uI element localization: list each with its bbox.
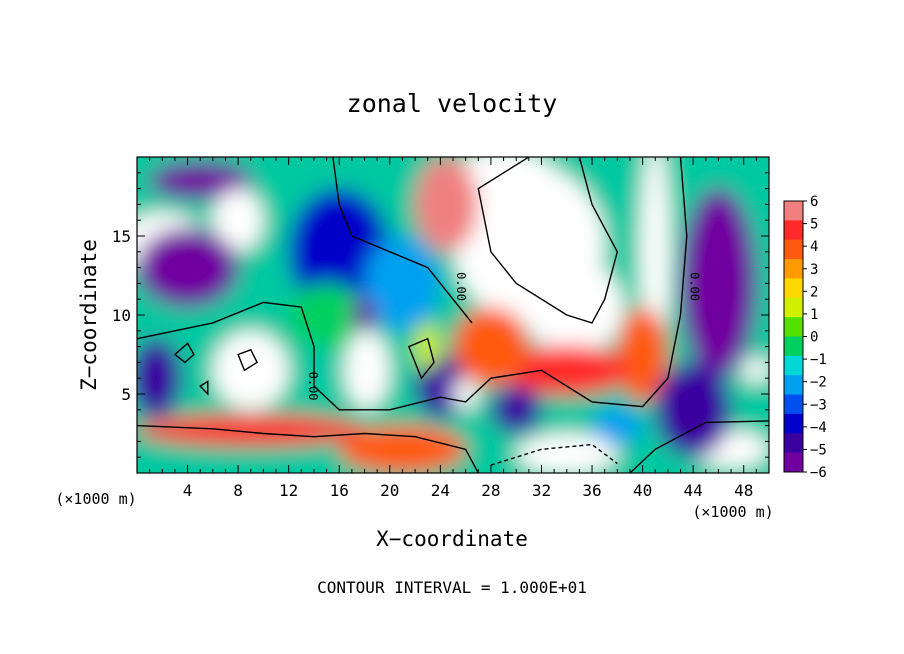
colorbar-tick-labels: 6 5 4 3 2 1 0 −1 −2 −3 −4 −5 −6 bbox=[810, 194, 827, 481]
velocity-cell-27 bbox=[288, 283, 365, 347]
x-axis-tick-labels: 4 8 12 16 20 24 28 32 36 40 44 48 bbox=[183, 481, 754, 500]
x-tick-label: 16 bbox=[330, 481, 349, 500]
colorbar-tick-label: −3 bbox=[810, 397, 827, 413]
colorbar-tick-label: 0 bbox=[810, 330, 818, 346]
colorbar-swatch bbox=[784, 375, 803, 396]
colorbar-swatch bbox=[784, 452, 803, 473]
velocity-cell-7 bbox=[453, 307, 529, 387]
colorbar-swatch bbox=[784, 220, 803, 241]
colorbar-swatch bbox=[784, 201, 803, 221]
velocity-cell-26 bbox=[137, 338, 182, 418]
zero-contour-0 bbox=[137, 157, 688, 411]
velocity-cell-18 bbox=[288, 188, 390, 315]
colorbar-tick-label: 3 bbox=[810, 262, 818, 278]
colorbar-tick-label: 4 bbox=[810, 239, 818, 255]
y-tick-label: 5 bbox=[121, 385, 131, 404]
contour-label: 0.00 bbox=[306, 372, 320, 401]
colorbar-swatch bbox=[784, 336, 803, 357]
colorbar-swatch bbox=[784, 259, 803, 279]
x-tick-label: 44 bbox=[684, 481, 703, 500]
chart-title: zonal velocity bbox=[347, 89, 558, 118]
colorbar-swatch bbox=[784, 297, 803, 318]
axis-ticks bbox=[137, 157, 769, 473]
y-tick-label: 15 bbox=[112, 227, 131, 246]
y-axis-tick-labels: 5 10 15 bbox=[112, 227, 131, 404]
velocity-cell-24 bbox=[453, 378, 479, 410]
colorbar-tick-label: −6 bbox=[810, 465, 827, 481]
colorbar-swatch bbox=[784, 413, 803, 434]
velocity-cell-3 bbox=[415, 157, 479, 252]
velocity-cell-11 bbox=[339, 425, 466, 473]
velocity-cell-6 bbox=[503, 345, 630, 396]
velocity-cell-14 bbox=[149, 161, 251, 200]
colorbar-swatch bbox=[784, 239, 803, 260]
velocity-cell-12 bbox=[516, 433, 618, 473]
velocity-cell-30 bbox=[592, 406, 643, 445]
velocity-cell-1 bbox=[522, 259, 624, 355]
colorbar-tick-label: 6 bbox=[810, 194, 818, 210]
velocity-cell-5 bbox=[617, 307, 668, 402]
x-tick-label: 40 bbox=[633, 481, 652, 500]
x-tick-label: 32 bbox=[532, 481, 551, 500]
contour-interval-note: CONTOUR INTERVAL = 1.000E+01 bbox=[317, 578, 587, 597]
velocity-cell-28 bbox=[351, 299, 378, 331]
x-tick-label: 20 bbox=[380, 481, 399, 500]
velocity-field bbox=[137, 157, 769, 473]
y-tick-label: 10 bbox=[112, 306, 131, 325]
velocity-cell-17 bbox=[137, 228, 239, 308]
colorbar-swatch bbox=[784, 317, 803, 337]
velocity-cell-21 bbox=[741, 357, 769, 383]
x-axis-label: X−coordinate bbox=[376, 527, 528, 551]
x-tick-label: 8 bbox=[233, 481, 243, 500]
zero-contour-1 bbox=[332, 157, 473, 324]
closed-contour-2 bbox=[199, 380, 209, 396]
colorbar-tick-label: 5 bbox=[810, 217, 818, 233]
closed-contour-0 bbox=[173, 342, 195, 364]
negative-contour bbox=[490, 443, 618, 466]
colorbar-tick-label: −2 bbox=[810, 375, 827, 391]
velocity-cell-20 bbox=[680, 188, 757, 379]
zero-contour-2 bbox=[137, 424, 479, 473]
zero-contour-3 bbox=[629, 420, 769, 473]
x-tick-label: 36 bbox=[582, 481, 601, 500]
zero-contour-4 bbox=[477, 157, 619, 324]
colorbar-swatch bbox=[784, 394, 803, 415]
closed-contour-1 bbox=[237, 348, 259, 372]
colorbar bbox=[783, 200, 807, 473]
velocity-cell-8 bbox=[212, 330, 289, 410]
colorbar-swatch bbox=[784, 278, 803, 299]
velocity-cell-25 bbox=[490, 386, 542, 434]
colorbar-tick-label: −1 bbox=[810, 352, 827, 368]
colorbar-tick-label: −4 bbox=[810, 420, 827, 436]
velocity-cell-9 bbox=[344, 330, 390, 410]
colorbar-swatch bbox=[784, 355, 803, 376]
closed-contour-3 bbox=[407, 337, 435, 380]
x-tick-label: 4 bbox=[183, 481, 193, 500]
x-tick-label: 12 bbox=[279, 481, 298, 500]
contour-lines bbox=[137, 157, 769, 473]
colorbar-swatch bbox=[784, 433, 803, 454]
colorbar-tick-label: 1 bbox=[810, 307, 818, 323]
contour-label: 0.00 bbox=[454, 272, 468, 301]
contour-label: 0.00 bbox=[688, 272, 702, 301]
x-tick-label: 28 bbox=[481, 481, 500, 500]
contour-labels: 0.00 0.00 0.00 bbox=[306, 272, 702, 400]
x-tick-label: 24 bbox=[431, 481, 450, 500]
velocity-cell-16 bbox=[212, 188, 264, 252]
colorbar-tick-label: 2 bbox=[810, 284, 818, 300]
velocity-cell-29 bbox=[415, 322, 441, 371]
y-axis-label: Z−coordinate bbox=[77, 239, 101, 391]
x-tick-label: 48 bbox=[734, 481, 753, 500]
velocity-cell-22 bbox=[655, 362, 732, 458]
x-unit-left: (×1000 m) bbox=[55, 490, 136, 508]
x-unit-right: (×1000 m) bbox=[692, 503, 773, 521]
colorbar-tick-label: −5 bbox=[810, 442, 827, 458]
velocity-cell-19 bbox=[364, 236, 441, 331]
velocity-cell-10 bbox=[137, 414, 365, 447]
